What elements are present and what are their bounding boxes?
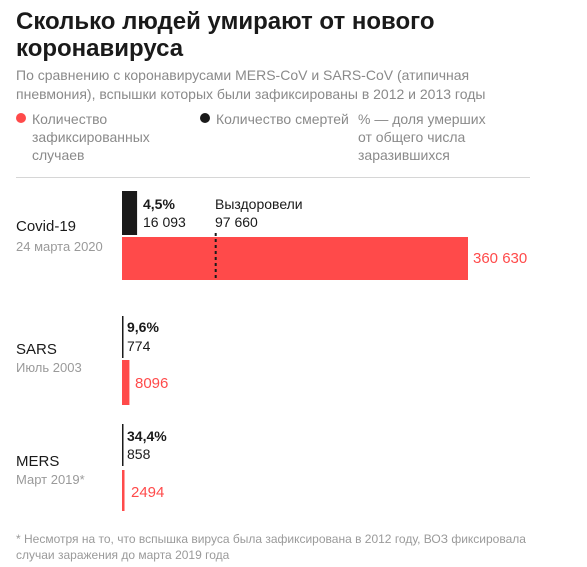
- legend-deaths-label: Количество смертей: [216, 111, 349, 127]
- legend-percent-label: % — доля умерших от общего числа заразив…: [358, 111, 486, 163]
- deaths-bar-covid: [122, 191, 138, 235]
- cases-bar-sars: [122, 360, 130, 405]
- recovered-value: 97 660: [215, 214, 258, 230]
- cases-bar-covid: [122, 237, 468, 280]
- legend-cases-dot: [16, 113, 26, 123]
- row-date-mers: Март 2019*: [16, 472, 85, 487]
- legend-deaths-dot: [200, 113, 210, 123]
- row-name-mers: MERS: [16, 453, 60, 470]
- cases-bar-mers: [122, 470, 125, 511]
- deaths-bar-sars: [122, 316, 124, 358]
- deaths-label-sars: 774: [127, 338, 151, 354]
- cases-label-sars: 8096: [135, 375, 169, 392]
- recovered-title: Выздоровели: [215, 196, 303, 212]
- death-share-covid: 4,5%: [143, 196, 175, 212]
- legend-cases-label: Количество зафиксированных случаев: [32, 111, 150, 163]
- row-name-covid: Covid-19: [16, 218, 77, 235]
- footnote: * Несмотря на то, что вспышка вируса был…: [16, 532, 526, 562]
- deaths-label-covid: 16 093: [143, 214, 186, 230]
- cases-label-covid: 360 630: [473, 250, 528, 267]
- death-share-sars: 9,6%: [127, 319, 159, 335]
- death-share-mers: 34,4%: [127, 428, 167, 444]
- chart-title: Сколько людей умирают от нового коронави…: [16, 8, 435, 62]
- row-date-sars: Июль 2003: [16, 360, 82, 375]
- deaths-bar-mers: [122, 424, 124, 466]
- deaths-label-mers: 858: [127, 446, 151, 462]
- row-date-covid: 24 марта 2020: [16, 239, 103, 254]
- row-name-sars: SARS: [16, 341, 57, 358]
- chart-subtitle: По сравнению с коронавирусами MERS-CoV и…: [16, 67, 486, 102]
- cases-label-mers: 2494: [131, 484, 165, 501]
- header-divider: [16, 177, 530, 178]
